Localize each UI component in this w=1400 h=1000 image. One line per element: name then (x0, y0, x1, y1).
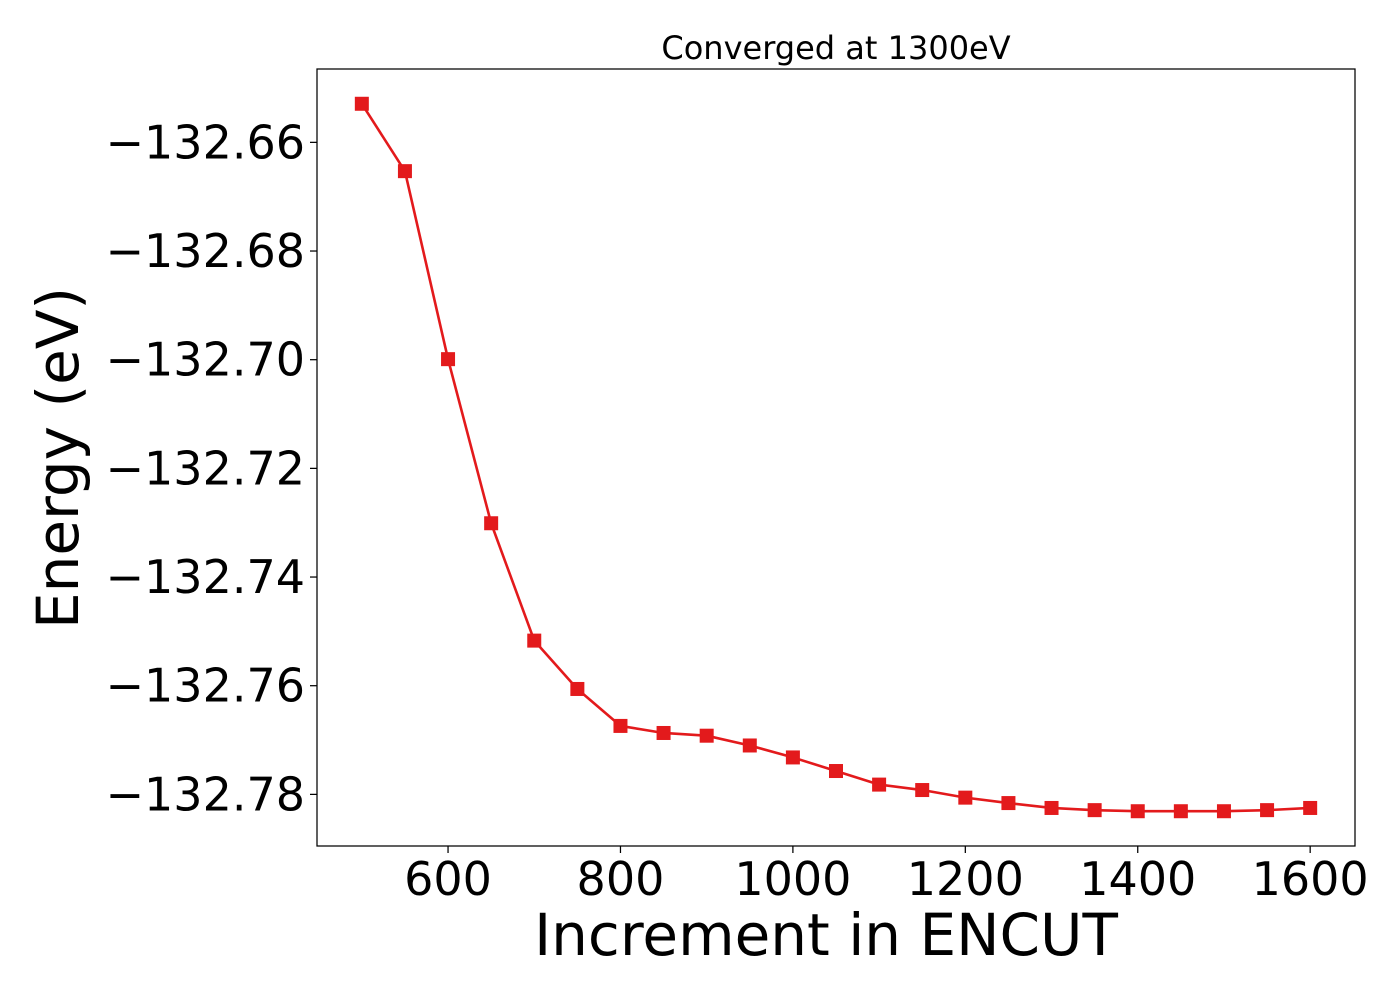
y-tick-label: −132.66 (106, 115, 306, 169)
data-point-marker (527, 633, 542, 648)
y-tick-label: −132.74 (106, 550, 306, 604)
y-axis-label: Energy (eV) (24, 287, 92, 629)
x-tick-label: 1200 (907, 852, 1024, 906)
data-point-marker (354, 96, 369, 111)
x-tick-label: 800 (577, 852, 665, 906)
data-point-marker (829, 764, 843, 779)
x-axis: 600 800 1000 1200 1400 1600 (404, 846, 1369, 906)
data-point-marker (915, 783, 930, 798)
y-tick-label: −132.72 (106, 441, 306, 495)
data-point-marker (1044, 800, 1059, 815)
x-tick-label: 600 (404, 852, 492, 906)
chart-title: Converged at 1300eV (661, 29, 1010, 67)
data-point-marker (1001, 796, 1016, 811)
data-point-marker (441, 352, 456, 367)
data-point-marker (484, 516, 499, 531)
x-tick-label: 1000 (734, 852, 851, 906)
data-point-marker (397, 164, 412, 179)
data-point-marker (656, 725, 671, 740)
data-point-marker (1260, 803, 1275, 818)
data-point-marker (613, 718, 628, 733)
y-tick-label: −132.76 (106, 659, 306, 713)
y-axis: −132.66 −132.68 −132.70 −132.72 −132.74 −132.… (106, 115, 317, 821)
x-axis-label: Increment in ENCUT (534, 901, 1118, 969)
y-tick-label: −132.78 (106, 767, 306, 821)
data-point-marker (742, 738, 757, 753)
data-point-marker (1303, 800, 1318, 815)
series-line (360, 103, 1311, 813)
data-point-marker (872, 777, 887, 792)
data-point-marker (699, 728, 714, 743)
data-point-marker (1130, 804, 1145, 819)
data-point-marker (1087, 803, 1102, 818)
data-point-marker (570, 681, 585, 696)
data-point-marker (1173, 804, 1188, 819)
data-point-marker (785, 750, 800, 765)
y-tick-label: −132.70 (106, 333, 306, 387)
x-tick-label: 1400 (1079, 852, 1196, 906)
y-tick-label: −132.68 (106, 224, 306, 278)
data-point-marker (1216, 804, 1231, 819)
plot-frame (316, 68, 1356, 847)
plot-area (354, 96, 1318, 819)
x-tick-label: 1600 (1252, 852, 1369, 906)
data-point-marker (958, 790, 973, 805)
